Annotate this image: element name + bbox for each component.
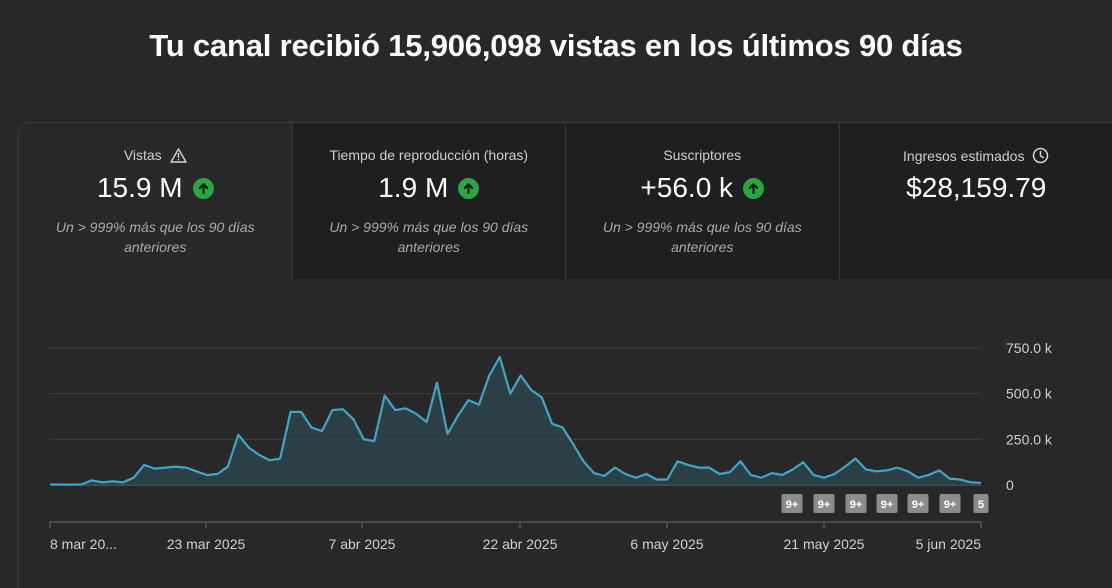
warning-icon <box>169 147 187 163</box>
metric-value: +56.0 k <box>640 172 734 203</box>
views-area <box>50 357 981 485</box>
clock-icon <box>1033 147 1049 164</box>
x-tick-label: 22 abr 2025 <box>483 536 558 552</box>
views-line <box>49 356 982 486</box>
annotation-badge[interactable]: 9+ <box>907 494 929 513</box>
annotation-badge-bg <box>845 494 867 513</box>
metric-label: Ingresos estimados <box>903 147 1025 164</box>
annotation-badge-label: 9+ <box>850 499 863 511</box>
annotation-badge[interactable]: 9+ <box>845 494 867 513</box>
x-tick-label: 6 may 2025 <box>630 536 703 552</box>
annotation-badge-bg <box>813 494 835 513</box>
metric-tab-revenue[interactable]: Ingresos estimados $28,159.79 <box>839 123 1112 279</box>
views-chart: 0 250.0 k 500.0 k 750.0 k 9+ 9+ 9+ 9+ 9+ 9+ 5 8 mar… <box>49 340 1053 552</box>
x-tick-label: 5 jun 2025 <box>916 536 982 552</box>
x-tick-label: 21 may 2025 <box>784 536 865 552</box>
analytics-card: Vistas 15.9 M Un > 999% más que los 90 d… <box>18 122 1112 588</box>
y-tick-label: 500.0 k <box>1006 386 1053 402</box>
annotation-badge-label: 9+ <box>912 499 925 511</box>
annotation-badge[interactable]: 9+ <box>781 494 803 513</box>
metric-label: Vistas <box>123 147 162 163</box>
annotation-badge-label: 5 <box>978 499 984 511</box>
y-tick-label: 0 <box>1006 477 1014 493</box>
arrow-up-icon <box>192 177 214 199</box>
metric-value: 15.9 M <box>96 172 183 203</box>
metric-tab-views[interactable]: Vistas 15.9 M Un > 999% más que los 90 d… <box>19 123 293 279</box>
annotation-badge-label: 9+ <box>881 499 894 511</box>
metric-tabs: Vistas 15.9 M Un > 999% más que los 90 d… <box>19 123 1112 279</box>
metric-label: Suscriptores <box>663 147 742 163</box>
metric-tab-subscribers[interactable]: Suscriptores +56.0 k Un > 999% más que l… <box>566 123 840 279</box>
metric-note: Un > 999% más que los 90 días anteriores <box>55 219 255 255</box>
page-headline: Tu canal recibió 15,906,098 vistas en lo… <box>149 28 963 63</box>
annotation-badge-label: 9+ <box>818 499 831 511</box>
x-tick-label: 23 mar 2025 <box>167 536 246 552</box>
metric-note: Un > 999% más que los 90 días anteriores <box>329 219 529 255</box>
y-tick-label: 250.0 k <box>1006 431 1053 447</box>
annotation-badge-label: 9+ <box>786 499 799 511</box>
metric-value: 1.9 M <box>378 172 449 203</box>
annotation-badge[interactable]: 9+ <box>939 494 961 513</box>
arrow-up-icon <box>743 177 765 199</box>
x-tick-label: 7 abr 2025 <box>329 536 396 552</box>
y-tick-label: 750.0 k <box>1006 340 1053 356</box>
x-tick-label: 8 mar 20... <box>50 536 117 552</box>
annotation-badge-bg <box>973 494 989 513</box>
annotation-badge[interactable]: 9+ <box>813 494 835 513</box>
metric-value: $28,159.79 <box>906 172 1047 203</box>
annotation-badge-bg <box>907 494 929 513</box>
annotation-badge-bg <box>781 494 803 513</box>
arrow-up-icon <box>458 177 480 199</box>
metric-label: Tiempo de reproducción (horas) <box>329 147 529 163</box>
metric-tab-watch-time[interactable]: Tiempo de reproducción (horas) 1.9 M Un … <box>292 123 566 279</box>
annotation-badge-bg <box>939 494 961 513</box>
annotation-badge[interactable]: 9+ <box>876 494 898 513</box>
metric-note: Un > 999% más que los 90 días anteriores <box>602 219 802 255</box>
annotation-badge-label: 9+ <box>944 499 957 511</box>
annotation-badge-bg <box>876 494 898 513</box>
annotation-badge[interactable]: 5 <box>973 494 989 513</box>
